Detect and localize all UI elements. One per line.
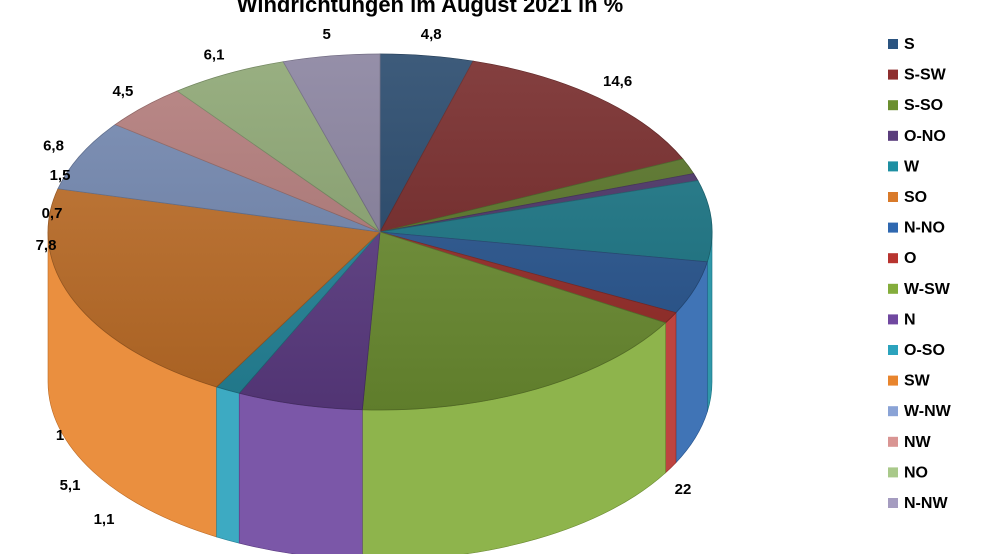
legend-swatch-o-no — [888, 130, 898, 141]
legend-swatch-s — [888, 39, 898, 49]
legend-swatch-s-sw — [888, 69, 898, 80]
legend-label-w-nw: W-NW — [904, 403, 952, 420]
legend-label-n-nw: N-NW — [904, 495, 948, 512]
legend-label-w-sw: W-SW — [904, 281, 951, 298]
data-label-w: 7,8 — [36, 237, 57, 254]
legend-swatch-so — [888, 192, 898, 202]
data-label-sw: 22 — [675, 481, 692, 498]
legend-swatch-o-so — [888, 345, 898, 355]
legend-swatch-o — [888, 253, 898, 264]
data-label-w-nw: 6,8 — [43, 138, 64, 155]
legend-label-no: NO — [904, 464, 928, 481]
legend-swatch-w-sw — [888, 283, 898, 294]
legend-swatch-sw — [888, 375, 898, 386]
legend-label-n-no: N-NO — [904, 220, 945, 237]
legend-label-o-no: O-NO — [904, 128, 946, 145]
data-label-s-sw: 14,6 — [603, 73, 632, 90]
pie-top-shading — [48, 54, 712, 410]
data-label-n-no: 5,1 — [60, 477, 81, 494]
data-label-s-so: 1,5 — [50, 167, 71, 184]
legend-swatch-n — [888, 314, 898, 325]
legend-swatch-n-nw — [888, 498, 898, 508]
legend-label-s-so: S-SO — [904, 97, 943, 114]
data-label-so: 1 — [56, 427, 64, 444]
pie-slices — [47, 53, 713, 411]
slice-side-o — [665, 311, 677, 474]
legend-label-nw: NW — [904, 434, 932, 451]
data-label-no: 6,1 — [204, 46, 225, 63]
legend-label-o: O — [904, 250, 916, 267]
chart-title: Windrichtungen im August 2021 in % — [237, 0, 623, 17]
legend-label-n: N — [904, 311, 916, 328]
legend-swatch-w — [888, 161, 898, 172]
data-label-s: 4,8 — [421, 26, 442, 43]
data-label-n-nw: 5 — [323, 26, 331, 43]
legend-label-sw: SW — [904, 373, 931, 390]
data-labels: 4,8 14,6 1,5 0,7 7,8 1 5,1 1,1 22 6,8 4,5 6,1 5 — [36, 26, 692, 528]
legend-label-s: S — [904, 36, 915, 53]
legend-label-o-so: O-SO — [904, 342, 945, 359]
data-label-nw: 4,5 — [112, 83, 133, 100]
legend-swatch-no — [888, 467, 898, 478]
slice-side-o-so — [216, 386, 240, 544]
pie-sides — [47, 231, 713, 554]
legend-swatch-s-so — [888, 100, 898, 111]
legend-swatch-w-nw — [888, 406, 898, 417]
legend-label-w: W — [904, 158, 920, 175]
data-label-o-no: 0,7 — [42, 205, 63, 222]
legend-label-so: SO — [904, 189, 927, 206]
data-label-o: 1,1 — [94, 511, 115, 528]
legend-label-s-sw: S-SW — [904, 67, 947, 84]
legend: S S-SW S-SO O-NO W SO N-NO O W-SW N O-SO SW W-NW NW NO… — [888, 36, 952, 512]
legend-swatch-n-no — [888, 222, 898, 233]
legend-swatch-nw — [888, 436, 898, 447]
slice-side-n — [238, 392, 363, 554]
